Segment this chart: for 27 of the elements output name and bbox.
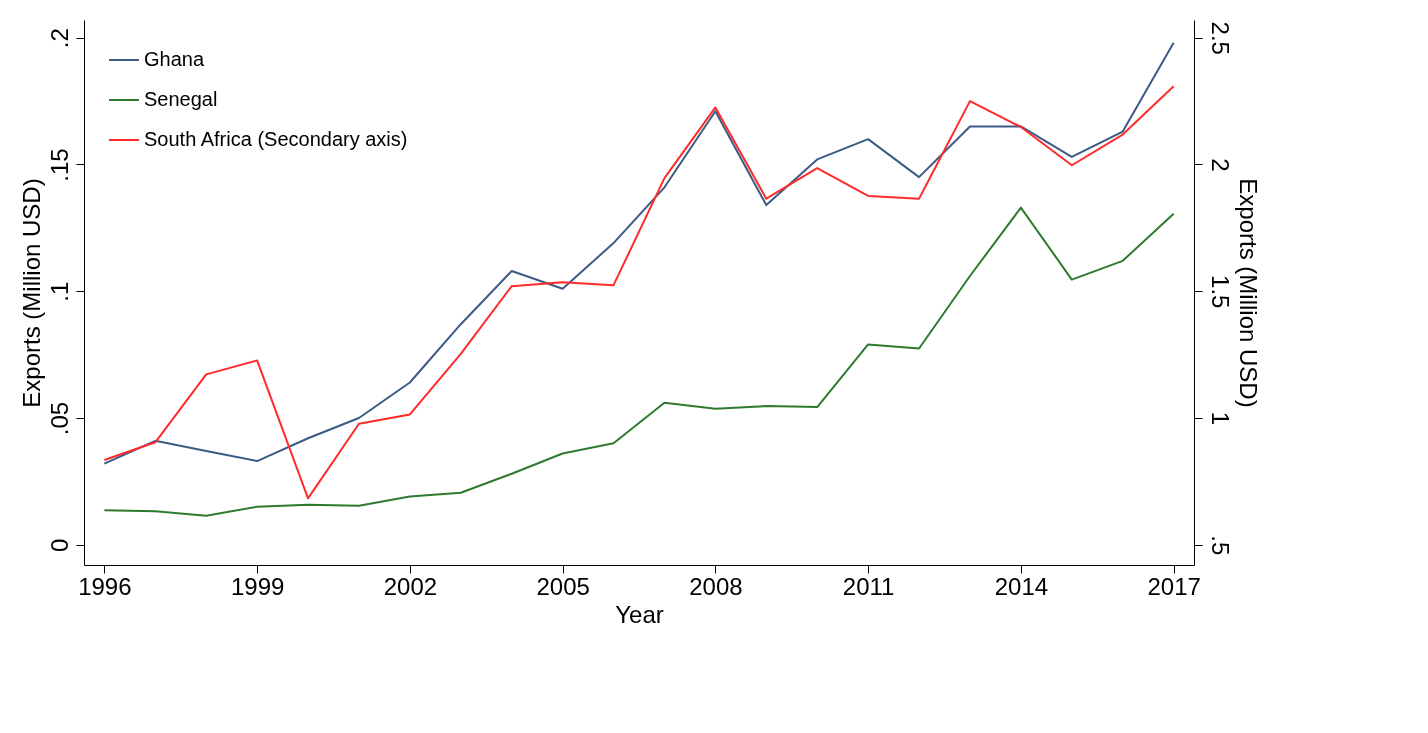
- x-tick-label: 2014: [994, 572, 1049, 600]
- y-tick-label: 0: [45, 538, 73, 552]
- line-series: [103, 41, 1175, 465]
- y2-tick-label: 2.5: [1206, 21, 1234, 55]
- y-tick-label: .05: [45, 401, 73, 436]
- y2-tick-label: 1: [1206, 411, 1234, 426]
- x-tick-label: 2017: [1147, 572, 1201, 600]
- x-tick-label: 1999: [230, 572, 285, 600]
- y2-tick-label: .5: [1206, 535, 1234, 556]
- x-tick-label: 2008: [689, 572, 743, 600]
- x-tick-label: 1996: [78, 572, 132, 600]
- y-tick-label: .2: [45, 28, 73, 49]
- x-tick-label: 2002: [383, 572, 438, 600]
- legend-label: South Africa (Secondary axis): [144, 128, 408, 150]
- legend-label: Senegal: [144, 88, 218, 110]
- line-series: [103, 206, 1175, 517]
- x-tick-label: 2011: [842, 572, 895, 600]
- legend-label: Ghana: [144, 48, 205, 70]
- x-tick-label: 2005: [536, 572, 590, 600]
- y-axis-title: Exports (Million USD): [17, 178, 45, 408]
- y2-tick-label: 1.5: [1206, 275, 1234, 309]
- y2-tick-label: 2: [1206, 158, 1234, 172]
- y-tick-label: .15: [45, 148, 73, 182]
- line-series: [103, 85, 1175, 500]
- y-tick-label: .1: [45, 281, 73, 302]
- x-axis-title: Year: [615, 600, 664, 628]
- y2-axis-title: Exports (Million USD): [1234, 178, 1262, 408]
